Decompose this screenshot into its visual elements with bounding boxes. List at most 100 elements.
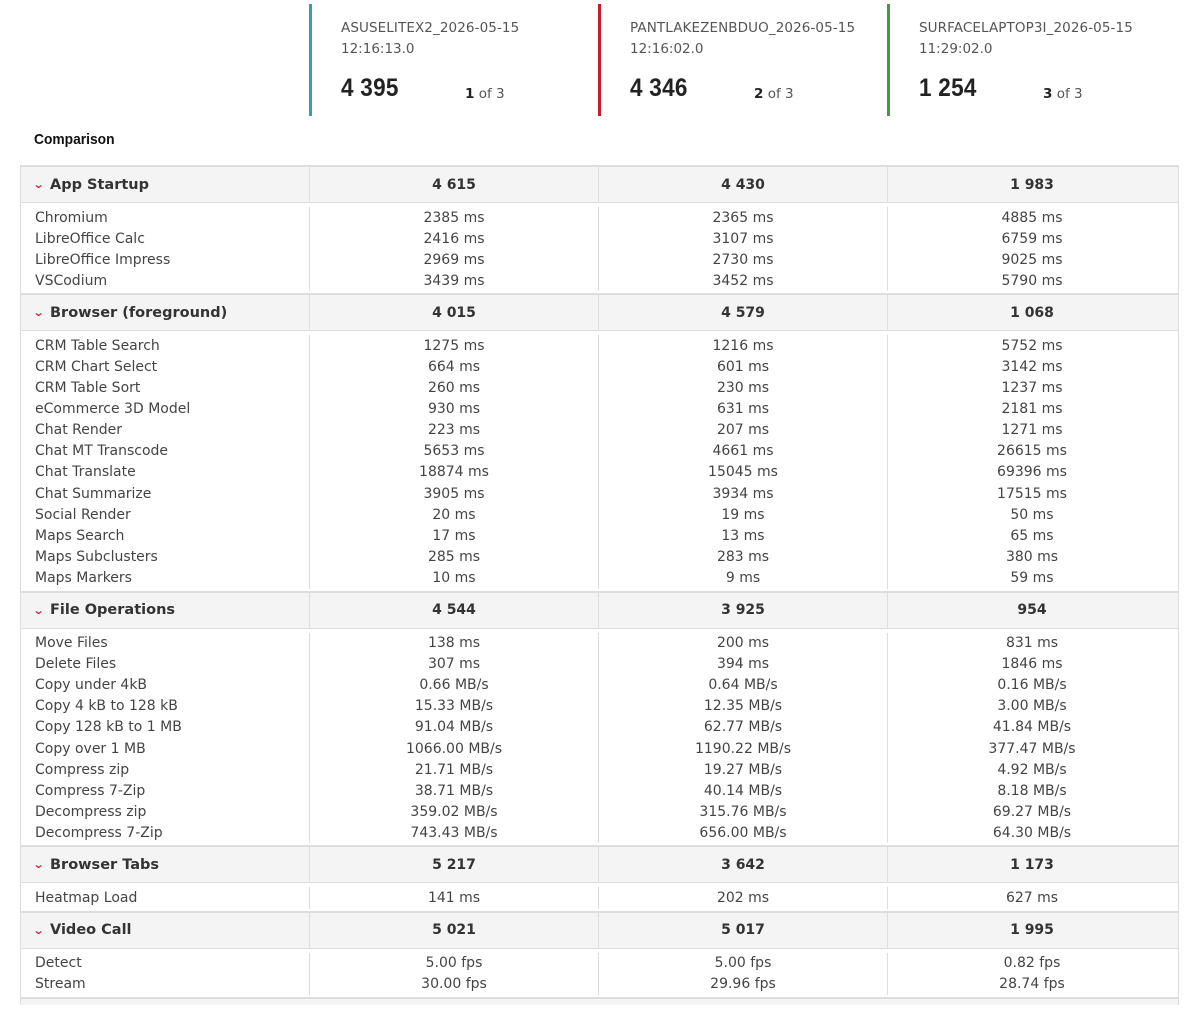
row-label: Chat Translate [35, 464, 136, 481]
table-row: Copy 4 kB to 128 kB 15.33 MB/s 12.35 MB/s 3… [21, 695, 1178, 717]
row-value: 394 ms [598, 653, 887, 675]
row-label: Copy 4 kB to 128 kB [35, 698, 178, 715]
row-value: 1190.22 MB/s [598, 737, 887, 760]
section-header[interactable]: ⌄ File Operations 4 544 3 925 954 [21, 590, 1178, 629]
table-row: Copy over 1 MB 1066.00 MB/s 1190.22 MB/s 37… [21, 737, 1178, 760]
device-name: ASUSELITEX2_2026-05-15 [341, 20, 520, 36]
row-value: 5653 ms [309, 440, 598, 462]
row-label: CRM Table Sort [35, 380, 141, 397]
row-value: 69.27 MB/s [887, 801, 1176, 823]
section-header[interactable]: ⌄ Video Call 5 021 5 017 1 995 [21, 910, 1178, 949]
section-score: 1 995 [887, 912, 1176, 948]
row-value: 91.04 MB/s [309, 716, 598, 738]
row-value: 260 ms [309, 377, 598, 399]
table-row: Decompress 7-Zip 743.43 MB/s 656.00 MB/s 64… [21, 822, 1178, 844]
chevron-down-icon[interactable]: ⌄ [32, 306, 45, 320]
section-label: File Operations [50, 602, 176, 618]
device-score: 1 254 [919, 74, 977, 102]
section-toggle[interactable]: ⌄ Browser (foreground) [21, 295, 309, 330]
table-row: Heatmap Load 141 ms 202 ms 627 ms [21, 887, 1178, 909]
chevron-down-icon[interactable]: ⌄ [32, 178, 45, 191]
row-value: 59 ms [887, 567, 1176, 589]
row-value: 64.30 MB/s [887, 822, 1176, 844]
row-value: 50 ms [887, 504, 1176, 526]
row-label: Social Render [35, 506, 131, 523]
table-row: CRM Table Sort 260 ms 230 ms 1237 ms [21, 377, 1178, 399]
row-value: 2365 ms [598, 207, 887, 229]
row-value: 17515 ms [887, 483, 1176, 505]
section-toggle[interactable]: ⌄ Video Call [21, 913, 309, 948]
row-value: 3142 ms [887, 356, 1176, 378]
table-row: Stream 30.00 fps 29.96 fps 28.74 fps [21, 973, 1178, 995]
row-value: 4661 ms [598, 440, 887, 462]
row-value: 12.35 MB/s [598, 695, 887, 717]
row-value: 200 ms [598, 632, 887, 654]
row-label: Heatmap Load [35, 889, 138, 906]
section-rows: Move Files 138 ms 200 ms 831 ms Delete Files… [21, 629, 1178, 846]
row-label: CRM Chart Select [35, 359, 158, 376]
chevron-down-icon[interactable]: ⌄ [32, 603, 45, 617]
row-value: 4.92 MB/s [887, 759, 1176, 781]
row-value: 283 ms [598, 546, 887, 568]
row-value: 1216 ms [598, 335, 887, 357]
row-value: 40.14 MB/s [598, 780, 887, 802]
row-value: 62.77 MB/s [598, 716, 887, 738]
device-score: 4 346 [630, 74, 688, 102]
row-value: 9025 ms [887, 249, 1176, 271]
section-toggle[interactable]: ⌄ Browser Tabs [21, 847, 309, 882]
section-header[interactable]: ⌄ App Startup 4 615 4 430 1 983 [21, 165, 1178, 203]
section-header[interactable]: ⌄ Browser Tabs 5 217 3 642 1 173 [21, 845, 1178, 884]
row-label: Maps Subclusters [35, 548, 158, 565]
section-toggle[interactable]: ⌄ File Operations [21, 593, 309, 628]
device-rank: 1 of 3 [465, 86, 505, 102]
section-toggle[interactable]: ⌄ App Startup [21, 167, 309, 202]
section-rows: CRM Table Search 1275 ms 1216 ms 5752 ms CRM… [21, 331, 1178, 590]
row-value: 3905 ms [309, 483, 598, 505]
row-label: Compress 7-Zip [35, 782, 146, 799]
table-row: Chat Render 223 ms 207 ms 1271 ms [21, 419, 1178, 441]
row-value: 2416 ms [309, 228, 598, 250]
device-score: 4 395 [341, 74, 399, 102]
row-value: 141 ms [309, 887, 598, 909]
device-time: 12:16:02.0 [630, 41, 704, 57]
row-label: Maps Search [35, 527, 125, 544]
section-score: 954 [887, 592, 1176, 628]
row-value: 3.00 MB/s [887, 695, 1176, 717]
row-label: Chat Render [35, 422, 123, 439]
row-value: 1237 ms [887, 377, 1176, 399]
row-label: LibreOffice Impress [35, 251, 171, 268]
row-value: 30.00 fps [309, 973, 598, 995]
row-value: 3934 ms [598, 483, 887, 505]
row-value: 315.76 MB/s [598, 801, 887, 823]
table-row: Delete Files 307 ms 394 ms 1846 ms [21, 653, 1178, 675]
row-value: 202 ms [598, 887, 887, 909]
row-value: 0.82 fps [887, 952, 1176, 974]
comparison-title: Comparison [34, 131, 115, 148]
row-value: 380 ms [887, 546, 1176, 568]
table-footer-line [21, 996, 1178, 1005]
table-row: Chat MT Transcode 5653 ms 4661 ms 26615 ms [21, 440, 1178, 462]
table-row: Maps Search 17 ms 13 ms 65 ms [21, 525, 1178, 547]
section-score: 1 173 [887, 847, 1176, 883]
chevron-down-icon[interactable]: ⌄ [32, 858, 45, 872]
row-label: Copy over 1 MB [35, 740, 146, 757]
row-value: 4885 ms [887, 207, 1176, 229]
table-row: Maps Markers 10 ms 9 ms 59 ms [21, 567, 1178, 589]
row-value: 15045 ms [598, 461, 887, 484]
section-label: Video Call [50, 922, 132, 939]
section-score: 4 015 [309, 295, 598, 331]
row-value: 3439 ms [309, 270, 598, 292]
table-row: Chat Translate 18874 ms 15045 ms 69396 ms [21, 461, 1178, 484]
device-card-3[interactable]: SURFACELAPTOP3I_2026-05-15 11:29:02.0 1 … [887, 4, 1176, 116]
row-value: 743.43 MB/s [309, 822, 598, 844]
row-value: 285 ms [309, 546, 598, 568]
section-score: 1 068 [887, 295, 1176, 331]
device-card-1[interactable]: ASUSELITEX2_2026-05-15 12:16:13.0 4 395 … [309, 4, 598, 116]
section-score: 5 017 [598, 912, 887, 948]
row-value: 15.33 MB/s [309, 695, 598, 717]
chevron-down-icon[interactable]: ⌄ [32, 923, 45, 937]
row-value: 2969 ms [309, 249, 598, 271]
device-card-2[interactable]: PANTLAKEZENBDUO_2026-05-15 12:16:02.0 4 … [598, 4, 887, 116]
table-row: LibreOffice Impress 2969 ms 2730 ms 9025 ms [21, 249, 1178, 271]
section-header[interactable]: ⌄ Browser (foreground) 4 015 4 579 1 068 [21, 293, 1178, 332]
